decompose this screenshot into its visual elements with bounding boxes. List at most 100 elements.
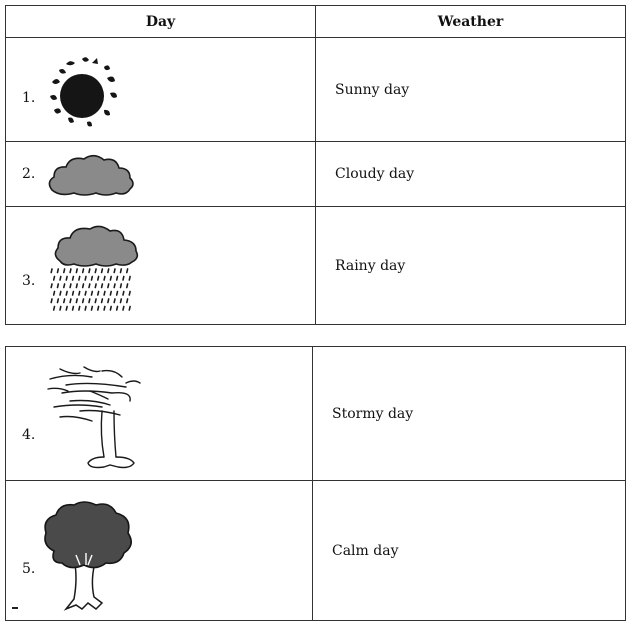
raindrop xyxy=(96,290,100,296)
raindrop xyxy=(78,305,81,311)
raindrop xyxy=(119,298,123,304)
raindrop xyxy=(90,275,94,281)
raindrop xyxy=(65,290,68,296)
raindrop xyxy=(107,268,110,274)
raindrop xyxy=(81,298,85,304)
raindrop xyxy=(75,283,79,289)
raindrop xyxy=(107,298,110,304)
cloud-icon xyxy=(48,154,134,196)
raindrop xyxy=(115,275,119,281)
raindrop xyxy=(88,298,91,304)
raindrop xyxy=(81,268,85,274)
raindrop xyxy=(107,283,110,289)
raindrop xyxy=(71,305,75,311)
raindrop xyxy=(119,268,123,274)
raindrop xyxy=(100,283,104,289)
windblown-tree-icon xyxy=(47,366,141,469)
raindrop xyxy=(122,290,125,296)
table-row: 1. Sunn xyxy=(5,37,626,142)
weather-table-2: 4. xyxy=(5,346,626,621)
raindrop xyxy=(81,283,85,289)
raindrop xyxy=(69,283,72,289)
day-cell: 4. xyxy=(5,346,313,481)
sun-icon xyxy=(50,57,117,127)
row-number: 3. xyxy=(22,273,36,289)
raindrop xyxy=(128,290,131,296)
raindrop xyxy=(103,290,106,296)
raindrop xyxy=(59,290,62,296)
raindrop xyxy=(96,275,100,281)
table-row: 2. Cloudy day xyxy=(5,141,626,207)
raindrop xyxy=(103,305,106,311)
raindrop xyxy=(113,268,116,274)
raindrop xyxy=(100,298,104,304)
weather-cell: Stormy day xyxy=(312,346,626,481)
scan-mark xyxy=(12,607,18,609)
raindrop xyxy=(50,283,53,289)
raindrop xyxy=(75,298,79,304)
raindrop xyxy=(62,283,66,289)
raindrop xyxy=(65,275,68,281)
raindrop xyxy=(50,298,53,304)
table-row: 5. Calm day xyxy=(5,480,626,621)
raindrop xyxy=(71,290,75,296)
raindrop xyxy=(122,305,125,311)
raindrop xyxy=(52,275,56,281)
raindrop xyxy=(90,305,94,311)
day-cell: 1. xyxy=(5,37,316,142)
rain-cloud-icon xyxy=(50,225,139,311)
raindrop xyxy=(126,268,129,274)
row-number: 5. xyxy=(22,561,36,577)
raindrop xyxy=(103,275,106,281)
raindrop xyxy=(56,298,60,304)
raindrop xyxy=(113,298,116,304)
day-cell: 2. xyxy=(5,141,316,207)
raindrop xyxy=(109,275,112,281)
raindrop xyxy=(78,290,81,296)
raindrop xyxy=(88,283,91,289)
raindrop xyxy=(59,305,62,311)
raindrop xyxy=(52,290,56,296)
row-number: 1. xyxy=(22,90,36,106)
weather-column-header: Weather xyxy=(315,5,626,38)
raindrop xyxy=(59,275,62,281)
row-number: 2. xyxy=(22,166,36,182)
raindrop xyxy=(122,275,125,281)
raindrop xyxy=(52,305,56,311)
raindrop xyxy=(126,283,129,289)
raindrop xyxy=(78,275,81,281)
table-row: 4. xyxy=(5,346,626,481)
raindrop xyxy=(69,268,72,274)
raindrop xyxy=(109,305,112,311)
tree-icon xyxy=(44,501,132,611)
raindrop xyxy=(62,298,66,304)
raindrop xyxy=(65,305,68,311)
raindrop xyxy=(84,290,87,296)
raindrop xyxy=(62,268,66,274)
raindrop xyxy=(128,275,131,281)
raindrop xyxy=(94,268,97,274)
weather-cell: Rainy day xyxy=(315,206,626,325)
weather-cell: Sunny day xyxy=(315,37,626,142)
raindrop xyxy=(128,305,131,311)
weather-cell: Calm day xyxy=(312,480,626,621)
raindrop xyxy=(84,275,87,281)
raindrop xyxy=(90,290,94,296)
raindrop xyxy=(50,268,53,274)
raindrop xyxy=(88,268,91,274)
raindrop xyxy=(113,283,116,289)
raindrop xyxy=(96,305,100,311)
raindrop xyxy=(109,290,112,296)
day-cell: 3. xyxy=(5,206,316,325)
day-column-header: Day xyxy=(5,5,316,38)
raindrop xyxy=(75,268,79,274)
raindrop xyxy=(71,275,75,281)
row-number: 4. xyxy=(22,427,36,443)
raindrop xyxy=(119,283,123,289)
raindrop xyxy=(94,298,97,304)
raindrop xyxy=(94,283,97,289)
raindrop xyxy=(69,298,72,304)
raindrop xyxy=(126,298,129,304)
raindrop xyxy=(84,305,87,311)
raindrop xyxy=(56,268,60,274)
